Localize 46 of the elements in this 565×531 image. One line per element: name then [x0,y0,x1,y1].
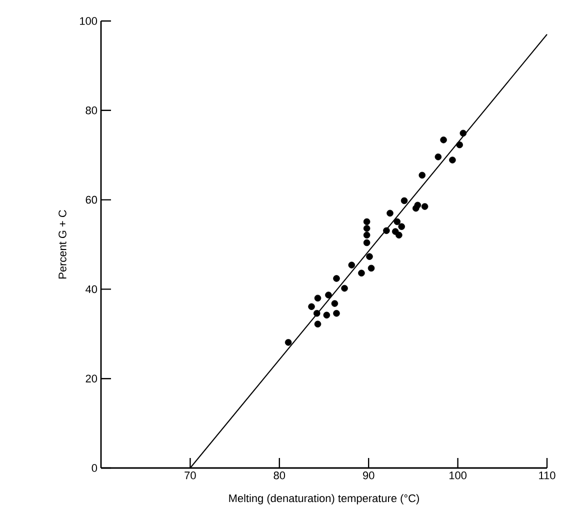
point [348,262,356,268]
point [368,264,375,272]
point [396,232,402,238]
point [456,141,463,148]
point [313,310,320,317]
x-tick-label: 110 [539,472,556,480]
point [394,218,401,226]
y-tick-label: 40 [86,285,98,294]
point [440,136,447,144]
point [284,339,292,346]
point [333,275,340,282]
point [398,223,405,230]
point [418,172,426,179]
x-axis-title: Melting (denaturation) temperature (°C) [229,494,419,504]
y-tick-label: 100 [80,17,98,25]
point [400,197,408,204]
y-tick-label: 60 [86,196,98,204]
point [421,203,428,210]
point [412,204,420,212]
x-tick-label: 90 [363,472,374,480]
point [363,225,370,232]
y-axis-title: Percent G + C [58,210,66,278]
point [386,210,394,217]
point [333,310,340,317]
point [341,284,348,292]
point [358,270,365,276]
point [331,300,338,307]
point [325,292,332,298]
point [363,232,370,238]
y-tick-label: 20 [86,374,98,382]
point [449,156,456,164]
point [308,303,315,310]
point [434,153,442,160]
point [383,227,390,234]
point [314,320,322,328]
x-tick-label: 70 [184,472,196,480]
point [366,253,373,260]
x-tick-label: 80 [274,472,286,480]
point [323,312,330,319]
x-tick-label: 100 [449,472,467,480]
point [460,130,467,137]
point [314,294,322,302]
y-tick-label: 0 [92,464,98,472]
y-tick-label: 80 [86,106,98,114]
point [363,218,370,226]
point [363,239,370,246]
